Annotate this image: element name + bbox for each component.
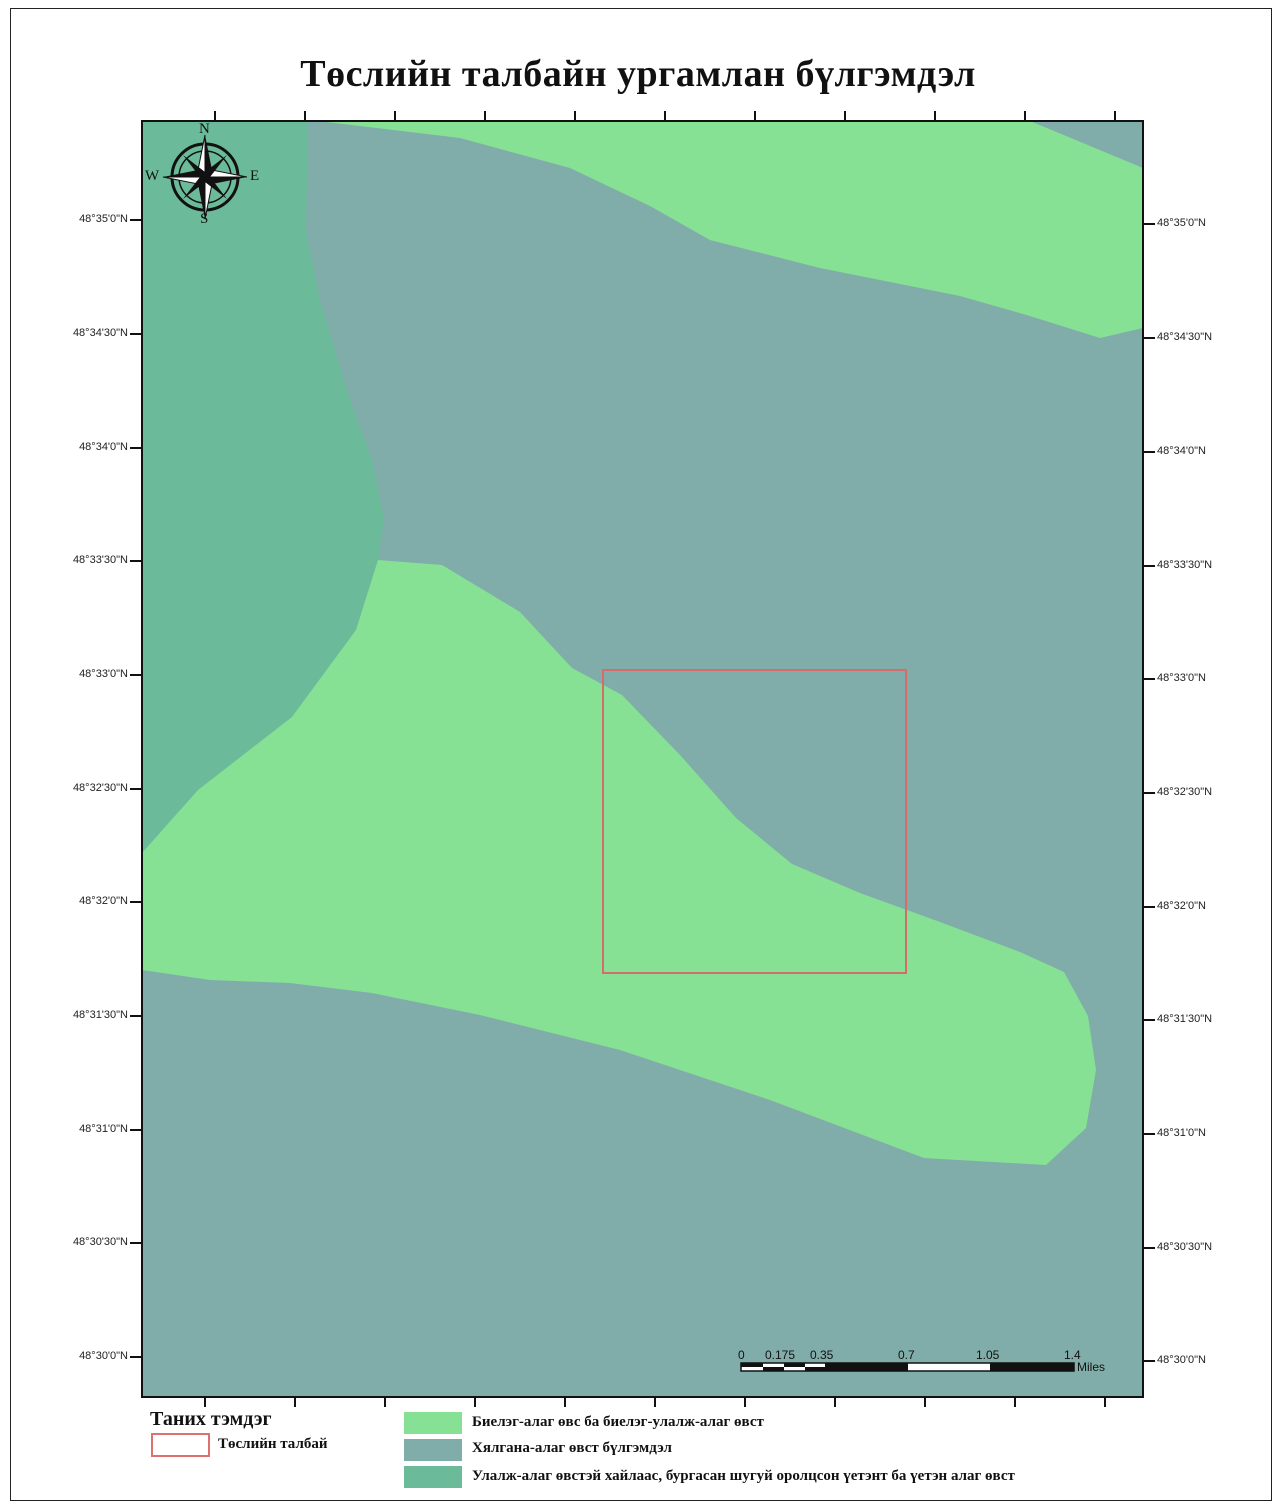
lat-label-left: 48°30'30"N: [72, 1236, 128, 1248]
map-frame: [10, 8, 1272, 1501]
lat-label-right: 48°32'0"N: [1157, 900, 1206, 912]
map-title: Төслийн талбайн ургамлан бүлгэмдэл: [300, 53, 976, 95]
left-graticule-ticks: [130, 219, 142, 1358]
legend-title: Таних тэмдэг: [150, 1408, 272, 1430]
legend-swatch-hyalgana: [404, 1439, 462, 1461]
right-graticule-ticks: [1143, 223, 1155, 1362]
project-area-outline: [602, 669, 907, 974]
lat-label-left: 48°32'0"N: [79, 895, 128, 907]
scalebar-unit-label: Miles: [1077, 1360, 1106, 1374]
legend-label-bieleg: Биелэг-алаг өвс ба биелэг-улалж-алаг өвс…: [472, 1414, 764, 1430]
compass-south-label: S: [200, 211, 209, 227]
scalebar-tick-label: 0.7: [898, 1348, 915, 1362]
legend-label-project-area: Төслийн талбай: [218, 1436, 328, 1452]
lat-label-right: 48°33'0"N: [1157, 672, 1206, 684]
scale-bar: [740, 1362, 1075, 1372]
legend-swatch-bieleg: [404, 1412, 462, 1434]
compass-east-label: E: [250, 168, 260, 184]
legend-swatch-project-area: [151, 1433, 210, 1457]
lat-label-right: 48°33'30"N: [1157, 559, 1213, 571]
scalebar-tick-label: 1.05: [976, 1348, 1000, 1362]
lat-label-left: 48°33'0"N: [79, 668, 128, 680]
map-neatline: [141, 120, 1144, 1398]
lat-label-left: 48°34'0"N: [79, 441, 128, 453]
north-arrow-compass-icon: [162, 134, 248, 220]
lat-label-left: 48°31'0"N: [79, 1123, 128, 1135]
scalebar-tick-label: 0.175: [765, 1348, 796, 1362]
lat-label-left: 48°32'30"N: [72, 782, 128, 794]
lat-label-left: 48°31'30"N: [72, 1009, 128, 1021]
lat-label-right: 48°35'0"N: [1157, 217, 1206, 229]
legend-label-hyalgana: Хялгана-алаг өвст бүлгэмдэл: [472, 1440, 672, 1456]
lat-label-left: 48°30'0"N: [79, 1350, 128, 1362]
lat-label-left: 48°35'0"N: [79, 213, 128, 225]
bottom-graticule-ticks: [204, 1397, 1106, 1407]
lat-label-left: 48°33'30"N: [72, 554, 128, 566]
scalebar-tick-label: 0.35: [810, 1348, 834, 1362]
lat-label-right: 48°32'30"N: [1157, 786, 1213, 798]
lat-label-right: 48°30'30"N: [1157, 1241, 1213, 1253]
lat-label-left: 48°34'30"N: [72, 327, 128, 339]
compass-north-label: N: [199, 121, 210, 137]
scalebar-tick-label: 0: [738, 1348, 745, 1362]
scalebar-tick-label: 1.4: [1064, 1348, 1081, 1362]
zone-ulalj: [142, 121, 384, 853]
legend-label-ulalj: Улалж-алаг өвстэй хайлаас, бургасан шугу…: [472, 1468, 1015, 1484]
lat-label-right: 48°30'0"N: [1157, 1354, 1206, 1366]
legend-swatch-ulalj: [404, 1466, 462, 1488]
lat-label-right: 48°34'0"N: [1157, 445, 1206, 457]
lat-label-right: 48°34'30"N: [1157, 331, 1213, 343]
zone-bieleg-central: [142, 560, 1096, 1165]
top-graticule-ticks: [214, 111, 1116, 121]
zone-bieleg-north: [318, 121, 1143, 338]
lat-label-right: 48°31'0"N: [1157, 1127, 1206, 1139]
lat-label-right: 48°31'30"N: [1157, 1013, 1213, 1025]
compass-west-label: W: [145, 168, 160, 184]
